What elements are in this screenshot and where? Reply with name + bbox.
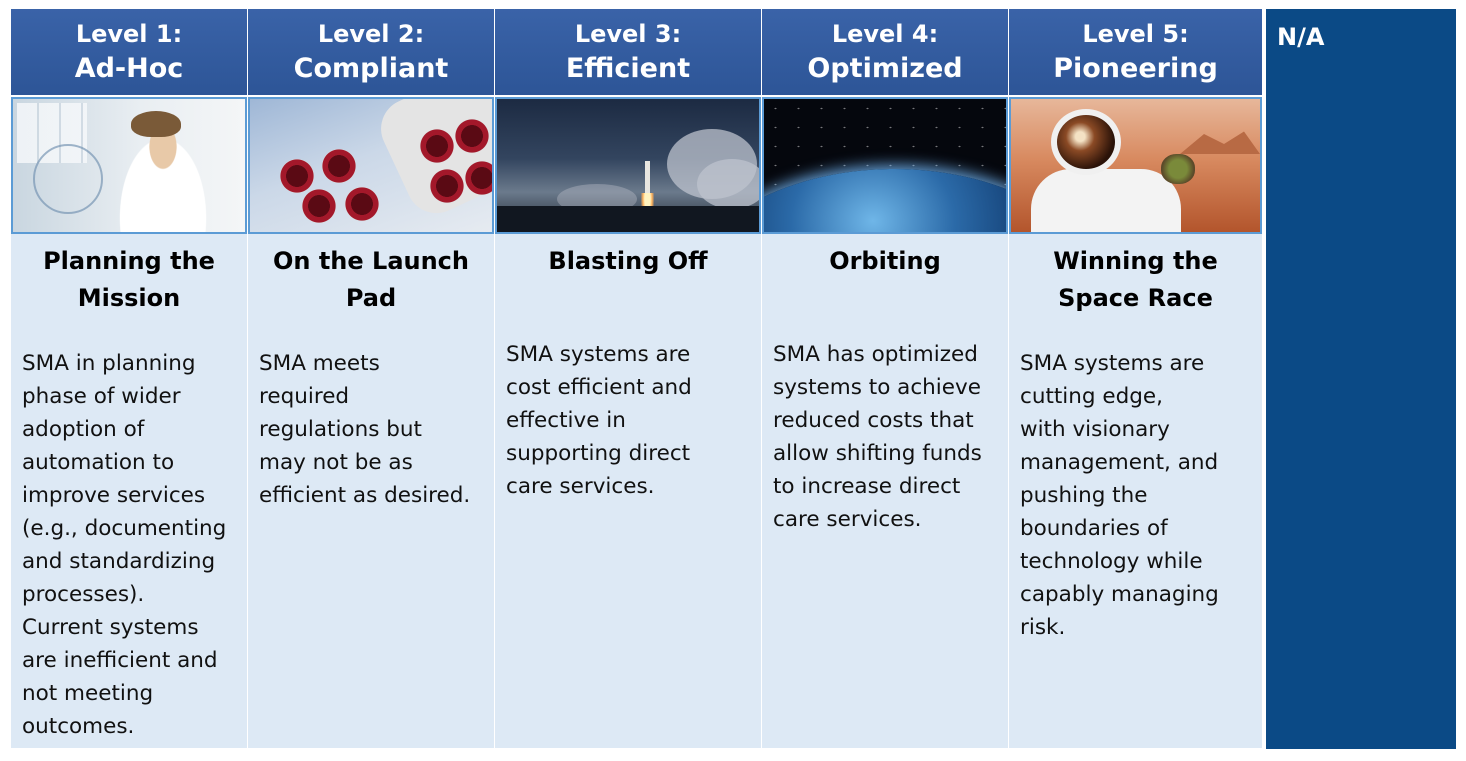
level-4-column: Level 4: Optimized Orbiting SMA has opti…: [762, 9, 1008, 748]
level-2-header: Level 2: Compliant: [248, 9, 494, 97]
level-name: Efficient: [565, 53, 691, 84]
na-column: N/A: [1266, 9, 1456, 749]
level-title: Orbiting: [829, 247, 941, 275]
level-title: Winning the Space Race: [1053, 247, 1218, 312]
rocket-launch-image: [495, 97, 761, 234]
level-4-body: Orbiting SMA has optimized systems to ac…: [762, 234, 1008, 748]
level-number: Level 2:: [317, 20, 425, 48]
level-number: Level 3:: [574, 20, 682, 48]
level-name: Compliant: [293, 53, 449, 84]
astronaut-mars-image: [1009, 97, 1262, 234]
level-2-column: Level 2: Compliant On the Launch Pad SMA…: [248, 9, 494, 748]
level-description: SMA meets required regulations but may n…: [259, 351, 471, 508]
level-description: SMA in planning phase of wider adoption …: [22, 351, 227, 739]
level-number: Level 1:: [75, 20, 183, 48]
level-5-body: Winning the Space Race SMA systems are c…: [1009, 234, 1262, 748]
earth-orbit-image: [762, 97, 1008, 234]
lab-scientist-image: [11, 97, 247, 234]
rocket-engines-image: [248, 97, 494, 234]
level-2-body: On the Launch Pad SMA meets required reg…: [248, 234, 494, 748]
level-title: Planning the Mission: [43, 247, 215, 312]
level-title: Blasting Off: [548, 247, 708, 275]
level-title: On the Launch Pad: [272, 247, 469, 312]
level-5-header: Level 5: Pioneering: [1009, 9, 1262, 97]
level-3-header: Level 3: Efficient: [495, 9, 761, 97]
na-label: N/A: [1277, 23, 1325, 51]
level-3-column: Level 3: Efficient Blasting Off SMA syst…: [495, 9, 761, 748]
level-4-header: Level 4: Optimized: [762, 9, 1008, 97]
level-1-body: Planning the Mission SMA in planning pha…: [11, 234, 247, 748]
level-description: SMA systems are cutting edge, with visio…: [1020, 351, 1219, 640]
level-description: SMA has optimized systems to achieve red…: [773, 342, 982, 532]
level-number: Level 4:: [831, 20, 939, 48]
level-5-column: Level 5: Pioneering Winning the Space Ra…: [1009, 9, 1262, 748]
level-3-body: Blasting Off SMA systems are cost effici…: [495, 234, 761, 748]
level-name: Pioneering: [1053, 53, 1218, 84]
level-1-header: Level 1: Ad-Hoc: [11, 9, 247, 97]
level-name: Ad-Hoc: [74, 53, 184, 84]
level-name: Optimized: [807, 53, 963, 84]
level-description: SMA systems are cost efficient and effec…: [506, 342, 692, 499]
level-number: Level 5:: [1082, 20, 1189, 48]
level-1-column: Level 1: Ad-Hoc Planning the Mission SMA…: [11, 9, 247, 748]
